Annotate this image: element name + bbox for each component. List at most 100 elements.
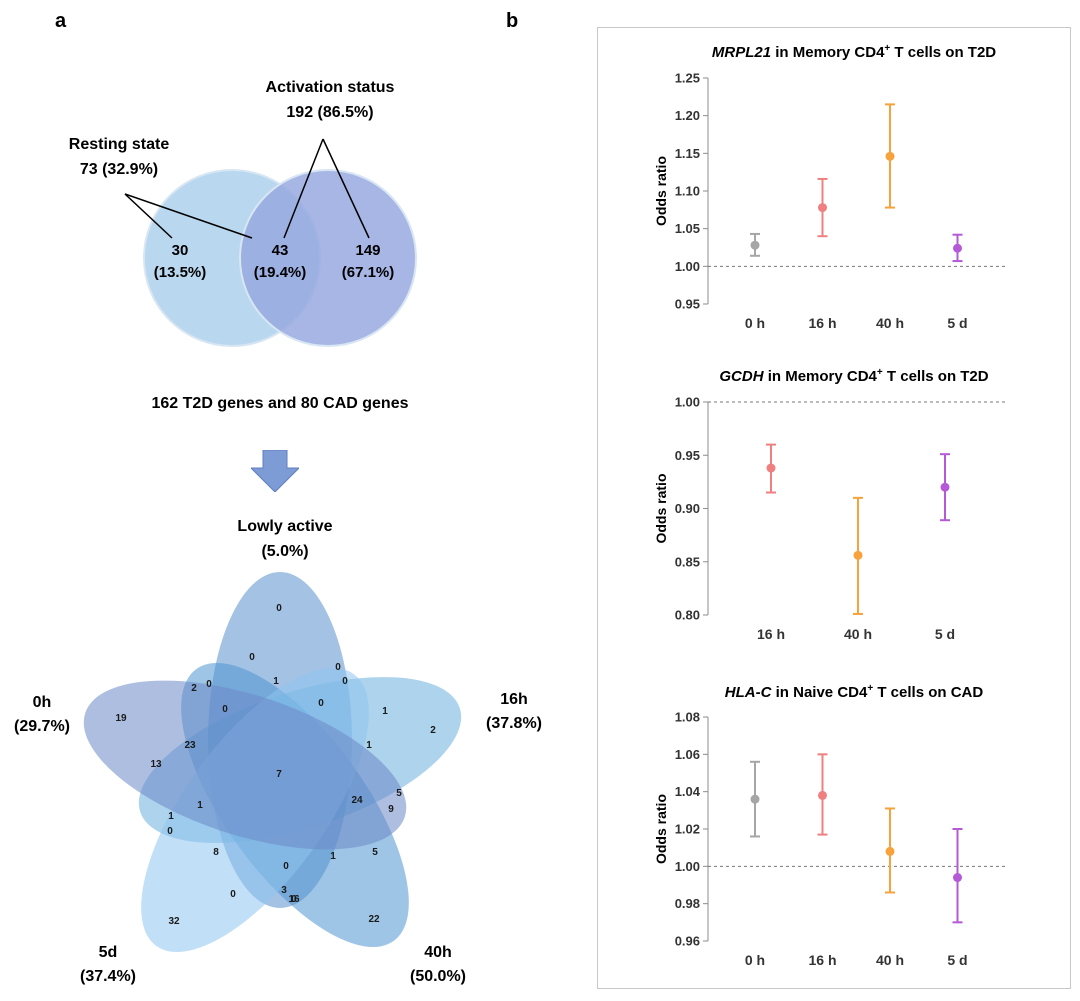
venn5-region-count: 1 [273, 676, 279, 687]
chart-mrpl21: MRPL21 in Memory CD4+ T cells on T2D 0.95… [653, 43, 1008, 331]
chart-title: MRPL21 in Memory CD4+ T cells on T2D [712, 43, 996, 61]
x-tick-label: 16 h [808, 315, 836, 331]
x-tick-label: 5 d [947, 952, 967, 968]
set-percent-40h: (50.0%) [409, 968, 467, 985]
data-point [750, 240, 760, 250]
y-axis-label: Odds ratio [653, 156, 669, 226]
venn5-region-count: 0 [291, 894, 297, 905]
y-tick-label: 0.90 [675, 501, 700, 516]
resting-state-count: 73 (32.9%) [79, 161, 159, 178]
set-percent-5d: (37.4%) [79, 968, 137, 985]
y-tick-label: 1.00 [675, 859, 700, 874]
data-point [853, 550, 863, 560]
y-tick-label: 1.06 [675, 747, 700, 762]
data-point [818, 203, 827, 213]
data-point [953, 873, 962, 883]
venn5-region-count: 22 [368, 914, 380, 925]
y-tick-label: 1.02 [675, 822, 700, 837]
set-label-16h: 16h [500, 691, 528, 708]
callout-line [283, 138, 324, 239]
venn5-region-count: 0 [276, 603, 282, 614]
venn5-region-count: 0 [206, 679, 212, 690]
data-point [885, 151, 895, 161]
venn5-region-count: 0 [283, 861, 289, 872]
y-tick-label: 0.96 [675, 934, 700, 949]
set-percent-lowly-active: (5.0%) [261, 543, 309, 560]
venn5-region-count: 0 [318, 698, 324, 709]
x-tick-label: 5 d [947, 315, 967, 331]
y-tick-label: 0.85 [675, 554, 700, 569]
venn5-region-count: 5 [372, 847, 378, 858]
region-percent: (13.5%) [153, 264, 207, 281]
region-count: 43 [271, 242, 289, 259]
y-tick-label: 0.80 [675, 608, 700, 623]
x-tick-label: 0 h [745, 952, 765, 968]
x-tick-label: 0 h [745, 315, 765, 331]
region-count: 30 [171, 242, 189, 259]
venn5-region-count: 32 [168, 916, 180, 927]
venn5-region-count: 0 [222, 704, 228, 715]
region-count: 149 [355, 242, 381, 259]
y-tick-label: 1.20 [675, 108, 700, 123]
activation-status-count: 192 (86.5%) [286, 104, 374, 121]
venn5-region-count: 2 [191, 683, 197, 694]
chart-gcdh: GCDH in Memory CD4+ T cells on T2D 0.80 0.… [653, 367, 1008, 642]
data-point [885, 846, 895, 856]
venn5-region-count: 7 [276, 769, 282, 780]
y-tick-label: 1.25 [675, 71, 700, 86]
venn5-region-count: 5 [396, 788, 402, 799]
panel-a-label: a [55, 10, 67, 32]
set-label-lowly-active: Lowly active [237, 518, 333, 535]
venn-circle-activation [239, 169, 417, 347]
chart-title: HLA-C in Naive CD4+ T cells on CAD [725, 683, 984, 701]
y-tick-label: 1.00 [675, 259, 700, 274]
panel-b-frame [597, 27, 1071, 989]
y-axis-label: Odds ratio [653, 473, 669, 543]
chart-hla-c: HLA-C in Naive CD4+ T cells on CAD 0.96 0.… [653, 683, 1008, 968]
chart-title: GCDH in Memory CD4+ T cells on T2D [719, 367, 988, 385]
venn5-region-count: 1 [330, 851, 336, 862]
data-point [953, 243, 962, 253]
x-tick-label: 5 d [935, 626, 955, 642]
venn5-region-count: 16 [288, 894, 300, 905]
set-percent-16h: (37.8%) [485, 715, 543, 732]
y-tick-label: 1.00 [675, 395, 700, 410]
data-point [940, 482, 950, 492]
region-percent: (19.4%) [253, 264, 307, 281]
resting-state-title: Resting state [68, 136, 170, 153]
y-axis-label: Odds ratio [653, 794, 669, 864]
y-tick-label: 1.05 [675, 221, 700, 236]
set-label-0h: 0h [32, 694, 52, 711]
panel-b-label: b [506, 10, 519, 32]
venn5-region-count: 1 [168, 811, 174, 822]
venn5-region-count: 24 [351, 795, 363, 806]
venn5-region-count: 13 [150, 759, 162, 770]
y-tick-label: 1.10 [675, 184, 700, 199]
venn5-region-count: 0 [230, 889, 236, 900]
genes-caption: 162 T2D genes and 80 CAD genes [151, 395, 409, 412]
down-arrow-icon [251, 450, 299, 492]
x-tick-label: 40 h [876, 952, 904, 968]
region-percent: (67.1%) [341, 264, 395, 281]
data-point [818, 790, 827, 800]
venn5-region-count: 0 [335, 662, 341, 673]
callout-line [124, 193, 173, 239]
y-tick-label: 1.15 [675, 146, 700, 161]
venn5-region-count: 23 [184, 740, 196, 751]
venn5-ellipse [83, 680, 407, 850]
set-label-5d: 5d [98, 944, 118, 961]
activation-status-title: Activation status [265, 79, 395, 96]
venn5-region-count: 0 [249, 652, 255, 663]
venn5-region-count: 0 [167, 826, 173, 837]
two-set-venn-diagram [124, 138, 417, 347]
y-tick-label: 0.98 [675, 896, 700, 911]
callout-line [124, 193, 253, 239]
y-tick-label: 1.04 [675, 784, 701, 799]
venn5-region-count: 9 [388, 804, 394, 815]
x-tick-label: 40 h [876, 315, 904, 331]
venn5-ellipses [83, 572, 462, 953]
data-point [766, 463, 776, 473]
